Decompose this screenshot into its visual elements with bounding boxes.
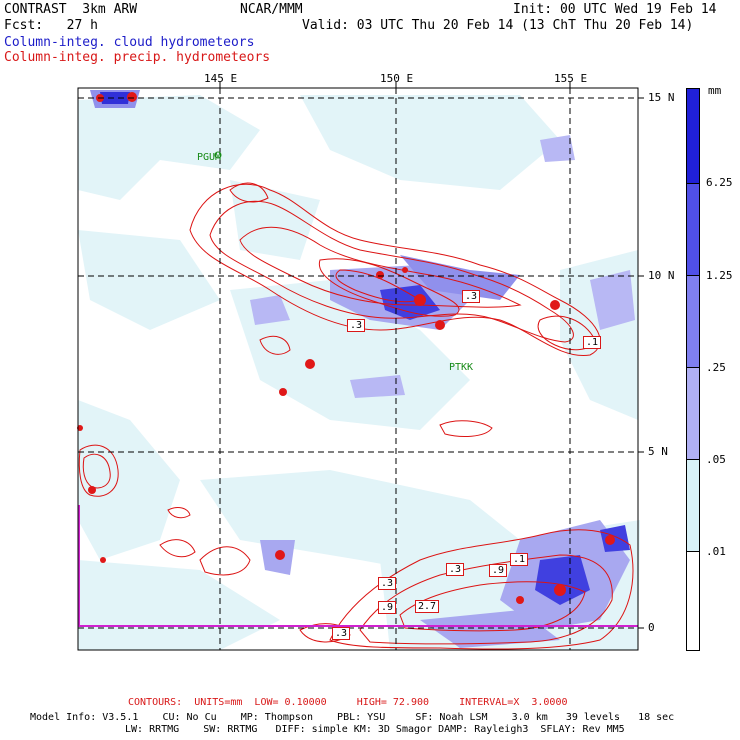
contour-label: .3 xyxy=(332,627,351,640)
legend-precip-hydrometeors: Column-integ. precip. hydrometeors xyxy=(4,50,271,65)
contour-label: 2.7 xyxy=(415,600,440,613)
precip-cores xyxy=(77,92,615,604)
lon-label-155: 155 E xyxy=(554,72,588,85)
colorbar-label: 1.25 xyxy=(706,269,733,282)
lat-label-0: 0 xyxy=(648,621,655,634)
colorbar-segment xyxy=(686,367,700,460)
precip-contours xyxy=(78,182,634,650)
model-info-line2: LW: RRTMG SW: RRTMG DIFF: simple KM: 3D … xyxy=(125,724,625,735)
colorbar-unit: mm xyxy=(708,84,722,97)
colorbar-label: .01 xyxy=(706,545,726,558)
lat-label-5n: 5 N xyxy=(648,445,668,458)
colorbar-segment xyxy=(686,275,700,368)
forecast-hour: Fcst: 27 h xyxy=(4,18,98,33)
institution-label: NCAR/MMM xyxy=(240,2,303,17)
domain-boundary xyxy=(78,505,638,627)
contour-label: .3 xyxy=(347,319,366,332)
model-info-line1: Model Info: V3.5.1 CU: No Cu MP: Thompso… xyxy=(30,712,675,723)
contour-label: .3 xyxy=(378,577,397,590)
colorbar-label: 6.25 xyxy=(706,176,733,189)
colorbar-label: .25 xyxy=(706,361,726,374)
map-frame xyxy=(77,87,639,651)
contour-label: .1 xyxy=(510,553,529,566)
lat-label-10n: 10 N xyxy=(648,269,675,282)
legend-cloud-hydrometeors: Column-integ. cloud hydrometeors xyxy=(4,35,255,50)
colorbar-segment xyxy=(686,459,700,552)
colorbar-label: .05 xyxy=(706,453,726,466)
contour-label: .9 xyxy=(378,601,397,614)
model-title: CONTRAST 3km ARW xyxy=(4,2,138,17)
lat-label-15n: 15 N xyxy=(648,91,675,104)
colorbar-segment xyxy=(686,183,700,276)
pgum-marker xyxy=(214,151,222,159)
colorbar-segment xyxy=(686,551,700,651)
lon-label-145: 145 E xyxy=(204,72,238,85)
axis-ticks xyxy=(219,82,644,629)
contour-label: .9 xyxy=(489,564,508,577)
contour-label: .3 xyxy=(462,290,481,303)
colorbar-segment xyxy=(686,88,700,184)
init-time: Init: 00 UTC Wed 19 Feb 14 xyxy=(513,2,717,17)
station-label-pgum: PGUM xyxy=(197,152,222,163)
contour-label: .1 xyxy=(583,336,602,349)
cloud-hydrometeor-shading xyxy=(78,88,640,650)
station-label-ptkk: PTKK xyxy=(449,362,474,373)
valid-time: Valid: 03 UTC Thu 20 Feb 14 (13 ChT Thu … xyxy=(302,18,694,33)
contour-info: CONTOURS: UNITS=mm LOW= 0.10000 HIGH= 72… xyxy=(128,697,568,708)
lat-lon-grid xyxy=(78,88,638,650)
lon-label-150: 150 E xyxy=(380,72,414,85)
contour-label: .3 xyxy=(446,563,465,576)
